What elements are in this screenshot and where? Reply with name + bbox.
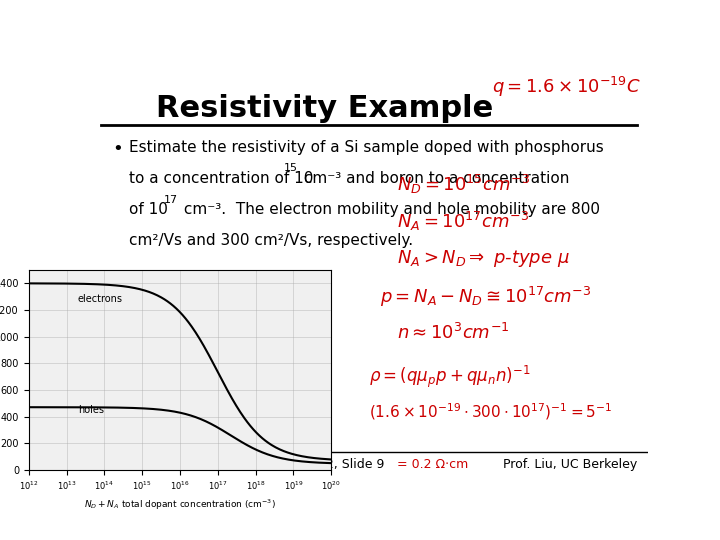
Text: cm⁻³ and boron to a concentration: cm⁻³ and boron to a concentration [300,171,570,186]
Text: cm⁻³.  The electron mobility and hole mobility are 800: cm⁻³. The electron mobility and hole mob… [179,202,600,217]
Text: cm²/Vs and 300 cm²/Vs, respectively.: cm²/Vs and 300 cm²/Vs, respectively. [129,233,413,248]
Text: EE105 Fall 2007: EE105 Fall 2007 [101,458,202,471]
Text: $q = 1.6 \times 10^{-19} C$: $q = 1.6 \times 10^{-19} C$ [492,75,641,99]
Text: Lecture 2, Slide 9: Lecture 2, Slide 9 [275,458,384,471]
Text: $N_D = 10^{15}cm^{-3}$: $N_D = 10^{15}cm^{-3}$ [397,173,530,196]
Text: $(1.6\times10^{-19} \cdot 300 \cdot 10^{17})^{-1} = 5^{-1}$: $(1.6\times10^{-19} \cdot 300 \cdot 10^{… [369,402,612,422]
Text: 15: 15 [284,163,298,173]
Text: Estimate the resistivity of a Si sample doped with phosphorus: Estimate the resistivity of a Si sample … [129,140,604,154]
X-axis label: $N_D + N_A$ total dopant concentration (cm$^{-3}$): $N_D + N_A$ total dopant concentration (… [84,497,276,512]
Text: 17: 17 [164,194,179,205]
Text: Resistivity Example: Resistivity Example [156,94,493,123]
Text: to a concentration of 10: to a concentration of 10 [129,171,313,186]
Text: $\rho = (q\mu_p p + q\mu_n n)^{-1}$: $\rho = (q\mu_p p + q\mu_n n)^{-1}$ [369,364,531,390]
Text: $N_A = 10^{17}cm^{-3}$: $N_A = 10^{17}cm^{-3}$ [397,210,529,233]
Text: = 0.2 Ω⋅cm: = 0.2 Ω⋅cm [397,458,468,471]
Text: holes: holes [78,404,104,415]
Text: electrons: electrons [78,294,123,304]
Text: $p = N_A - N_D \cong 10^{17}cm^{-3}$: $p = N_A - N_D \cong 10^{17}cm^{-3}$ [380,285,592,309]
Text: $N_A > N_D \Rightarrow$ p-type $\mu$: $N_A > N_D \Rightarrow$ p-type $\mu$ [397,248,570,269]
Text: of 10: of 10 [129,202,168,217]
Text: $n \approx 10^3 cm^{-1}$: $n \approx 10^3 cm^{-1}$ [397,322,510,343]
Text: •: • [112,140,123,158]
Text: Prof. Liu, UC Berkeley: Prof. Liu, UC Berkeley [503,458,637,471]
